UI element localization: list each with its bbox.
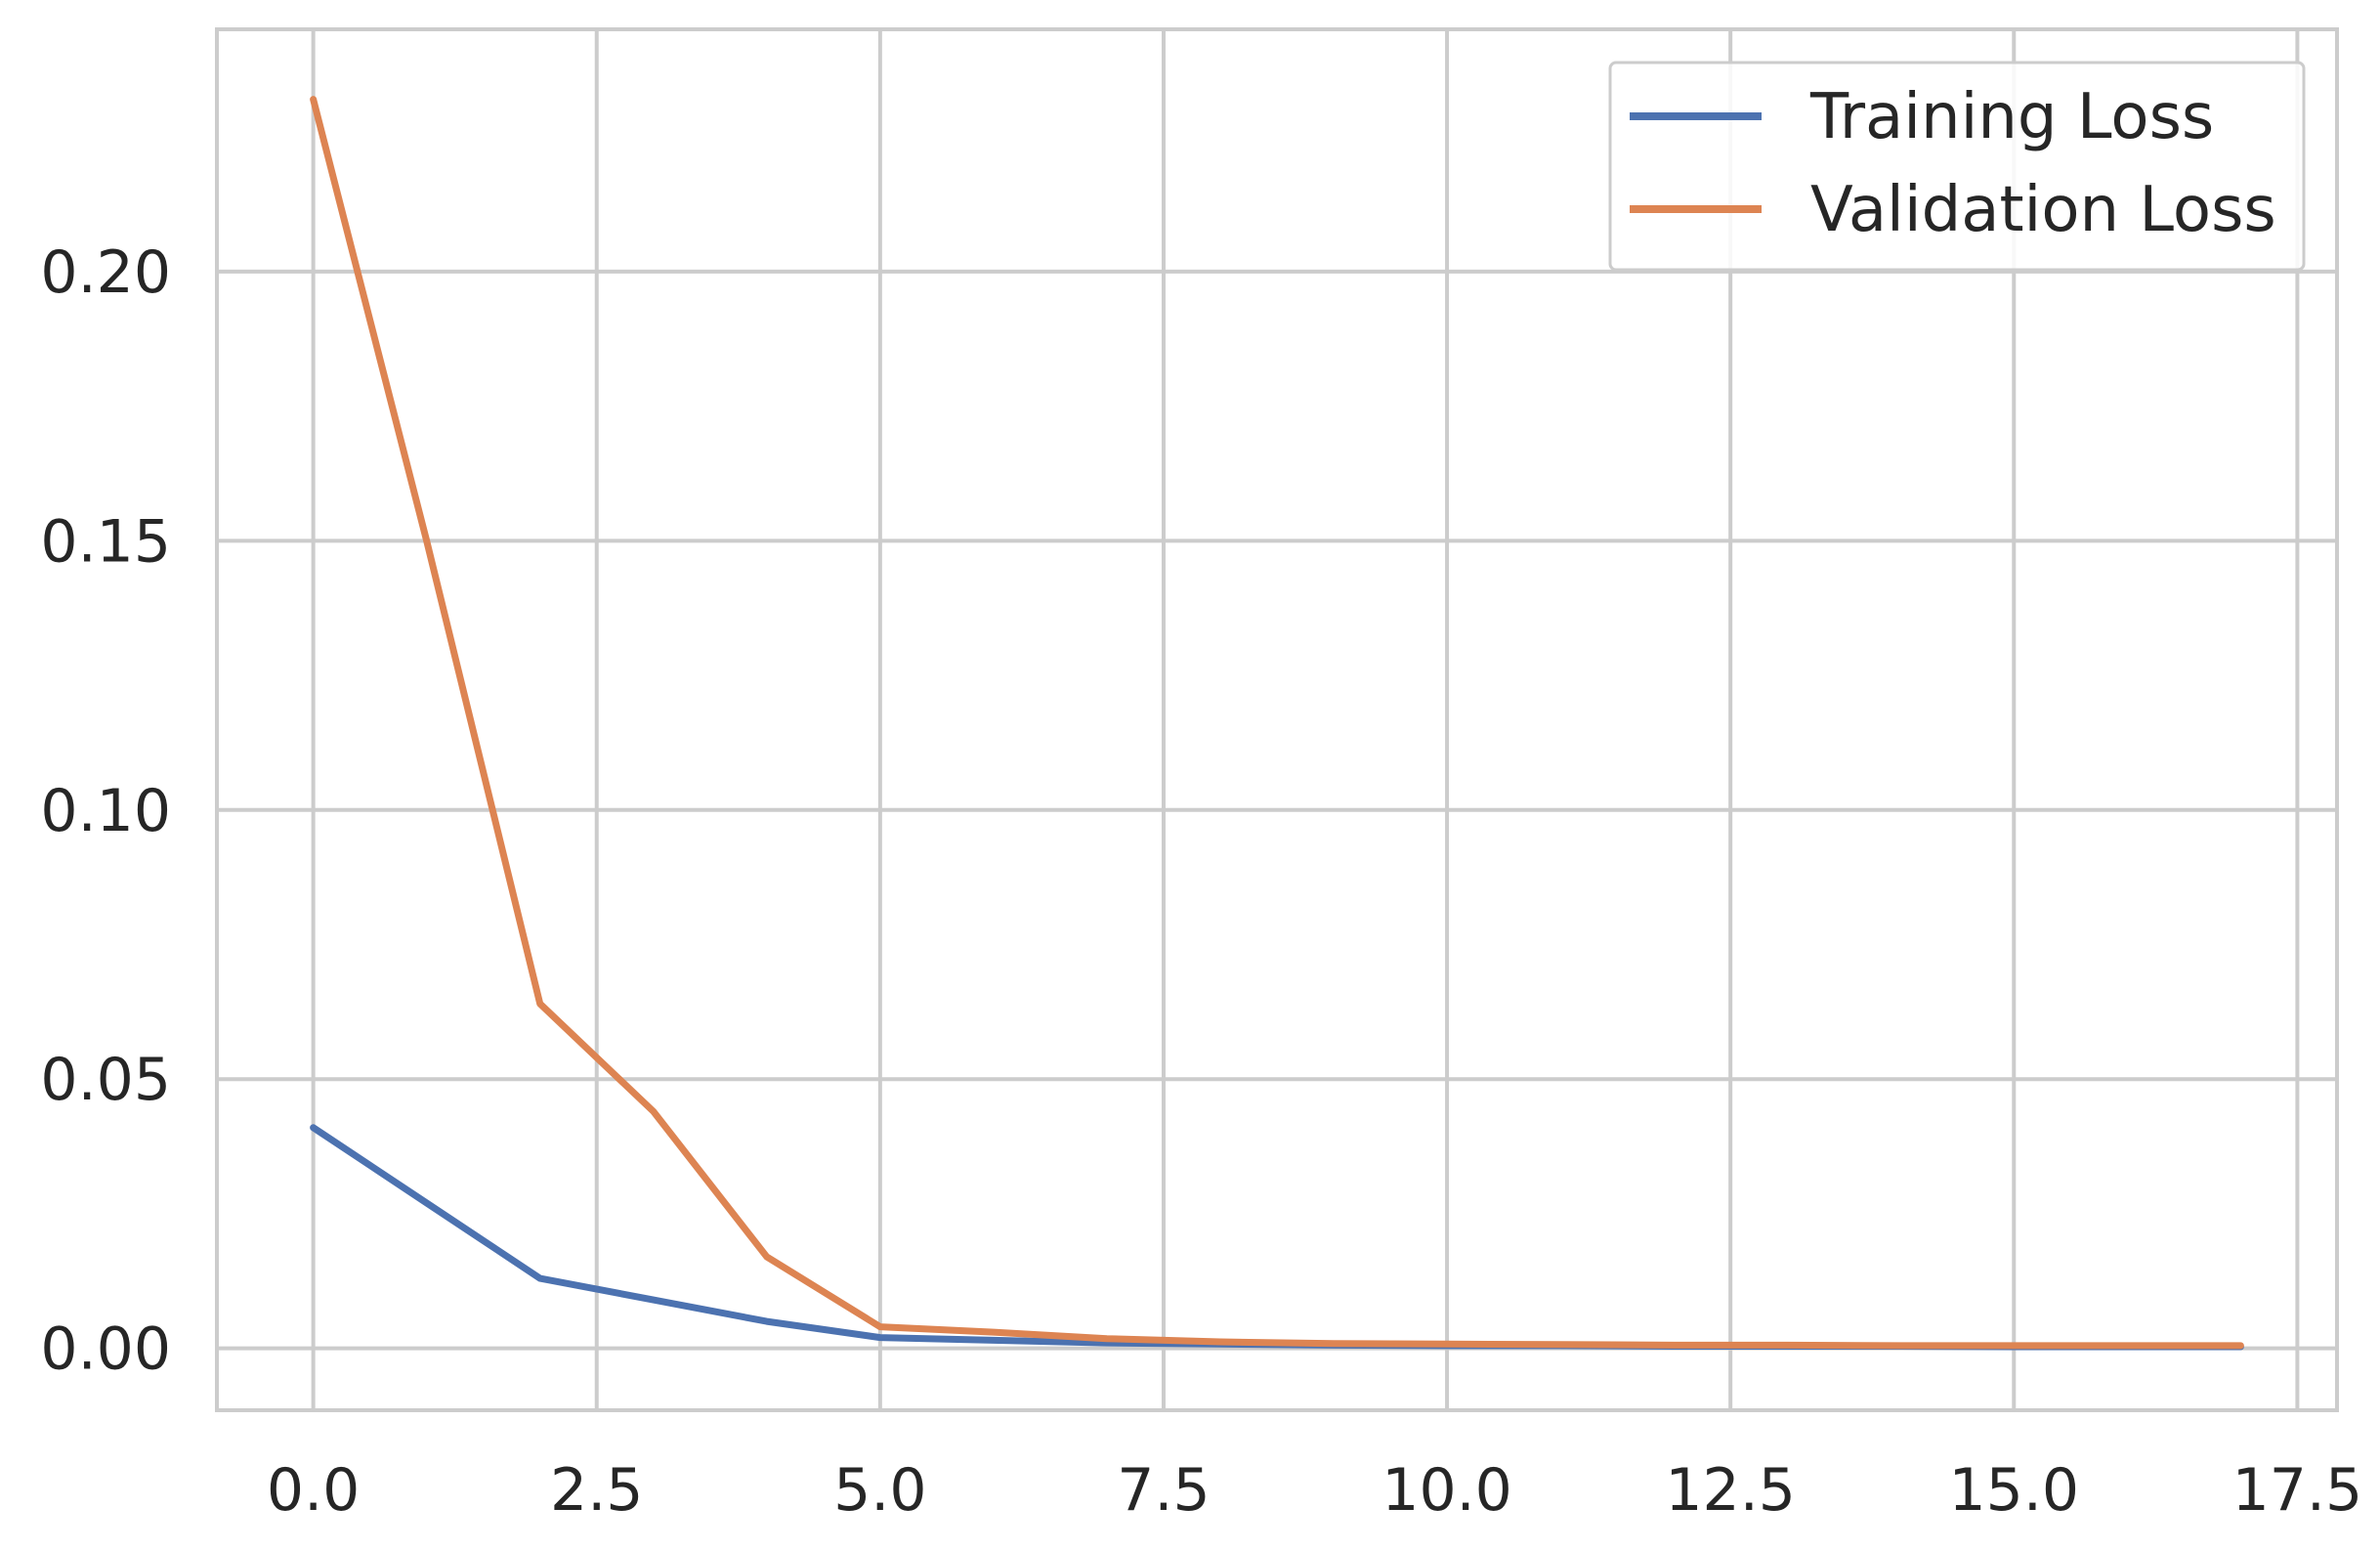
x-tick-label: 0.0 <box>267 1456 360 1525</box>
series-layer <box>310 96 2244 1351</box>
legend-label: Validation Loss <box>1810 174 2276 246</box>
y-tick-label: 0.00 <box>40 1315 171 1384</box>
x-axis-ticks: 0.0 2.5 5.0 7.5 10.0 12.5 15.0 17.5 <box>267 1456 2362 1525</box>
x-tick-label: 2.5 <box>550 1456 643 1525</box>
y-axis-ticks: 0.00 0.05 0.10 0.15 0.20 <box>40 238 171 1384</box>
x-tick-label: 7.5 <box>1117 1456 1210 1525</box>
y-tick-label: 0.05 <box>40 1046 171 1114</box>
y-tick-label: 0.10 <box>40 777 171 845</box>
x-tick-label: 5.0 <box>833 1456 926 1525</box>
legend-box <box>1608 61 2306 272</box>
plot-frame <box>215 27 2339 1412</box>
series-line-validation-loss <box>310 96 2244 1350</box>
legend-label: Training Loss <box>1809 81 2214 153</box>
x-tick-label: 10.0 <box>1381 1456 1512 1525</box>
y-tick-label: 0.15 <box>40 507 171 576</box>
legend: Training Loss Validation Loss <box>1608 61 2306 272</box>
x-tick-label: 12.5 <box>1665 1456 1796 1525</box>
x-tick-label: 15.0 <box>1948 1456 2079 1525</box>
x-tick-label: 17.5 <box>2232 1456 2363 1525</box>
y-tick-label: 0.20 <box>40 238 171 307</box>
